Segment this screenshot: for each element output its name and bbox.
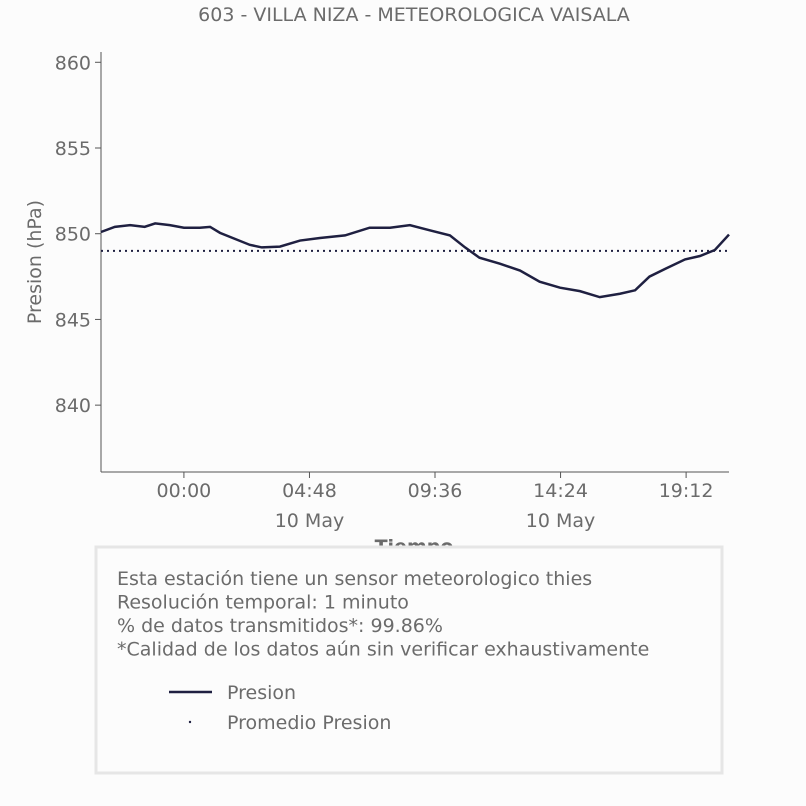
note-line: % de datos transmitidos*: 99.86% xyxy=(117,615,443,637)
x-tick-label: 19:12 xyxy=(659,480,714,502)
legend-swatch xyxy=(188,720,192,724)
y-tick-label: 855 xyxy=(55,138,91,160)
x-tick-label: 00:00 xyxy=(157,480,212,502)
y-tick-label: 850 xyxy=(55,224,91,246)
y-tick-label: 860 xyxy=(55,52,91,74)
y-tick-label: 845 xyxy=(55,309,91,331)
chart-title: 603 - VILLA NIZA - METEOROLOGICA VAISALA xyxy=(198,4,630,26)
legend-label: Presion xyxy=(227,682,296,704)
x-tick-label: 09:36 xyxy=(408,480,463,502)
info-box xyxy=(94,545,724,775)
legend-label: Promedio Presion xyxy=(227,712,391,734)
note-line: Esta estación tiene un sensor meteorolog… xyxy=(117,568,592,590)
line-series xyxy=(100,222,730,299)
x-tick-label: 04:48 10 May xyxy=(275,480,345,532)
note-line: *Calidad de los datos aún sin verificar … xyxy=(117,639,649,661)
y-axis-label: Presion (hPa) xyxy=(24,200,46,324)
x-tick-label: 14:24 10 May xyxy=(526,480,596,532)
note-line: Resolución temporal: 1 minuto xyxy=(117,592,409,614)
y-tick-label: 840 xyxy=(55,395,91,417)
